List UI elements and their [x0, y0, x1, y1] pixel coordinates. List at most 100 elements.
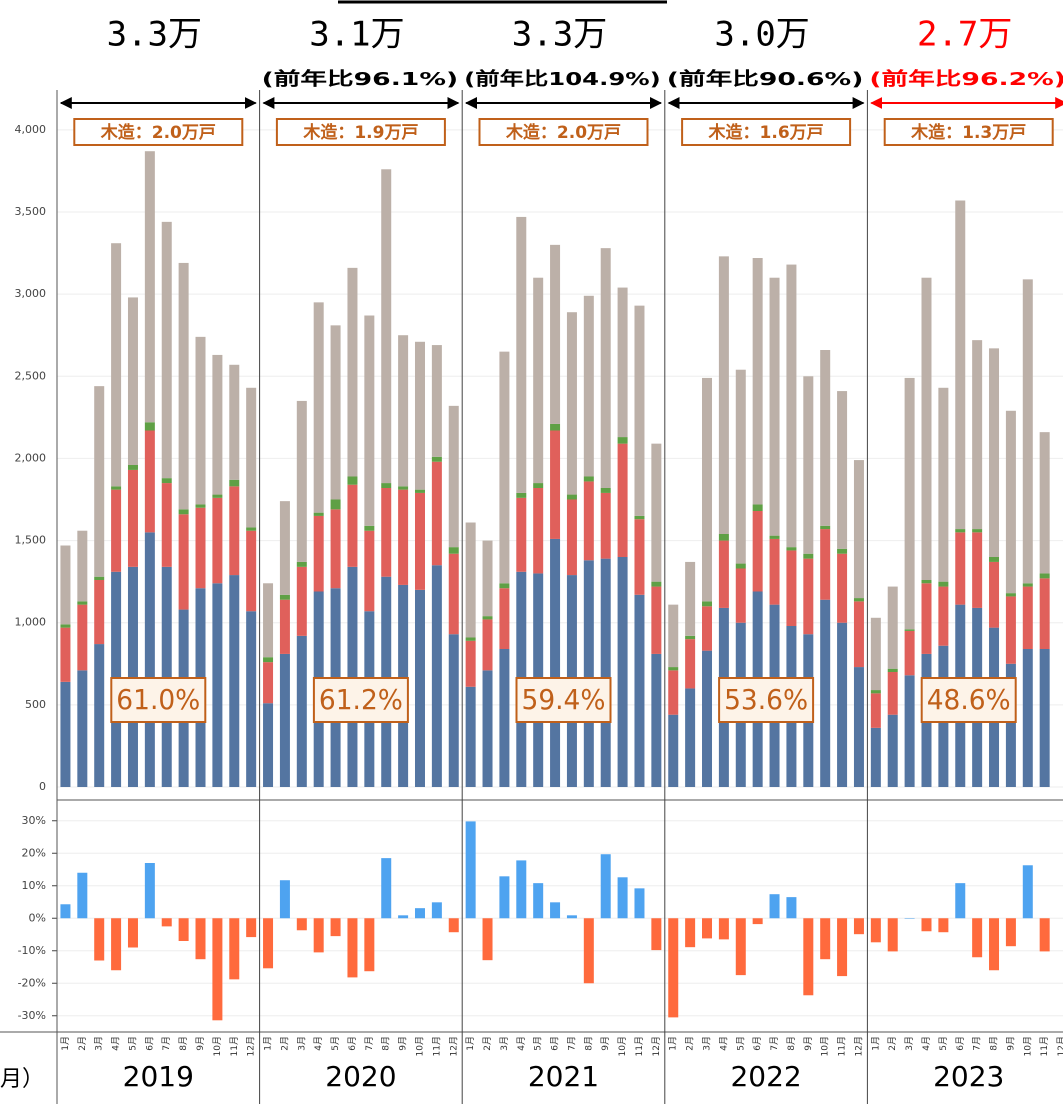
bar-segment	[1039, 578, 1050, 649]
bar-segment	[144, 430, 155, 533]
bar	[887, 918, 898, 952]
bar	[431, 902, 442, 919]
bar-segment	[550, 430, 561, 539]
bar	[330, 918, 341, 937]
x-tick-label: 8月	[583, 1036, 594, 1051]
bar-segment	[431, 565, 442, 787]
bar-segment	[938, 387, 949, 582]
bar-segment	[111, 486, 122, 490]
year-label: 2022	[730, 1060, 801, 1093]
bar-segment	[853, 460, 864, 599]
bar-segment	[989, 557, 1000, 562]
bar	[583, 918, 594, 984]
x-tick-label: 4月	[111, 1036, 122, 1051]
y-tick-label: 0%	[29, 911, 46, 924]
x-tick-label: 6月	[752, 1036, 763, 1051]
x-tick-label: 10月	[617, 1036, 628, 1056]
bar-segment	[364, 315, 375, 526]
bar-segment	[347, 476, 358, 485]
bar	[1022, 865, 1033, 919]
bar-segment	[820, 529, 831, 600]
y-tick-label: 20%	[22, 846, 46, 859]
bar-segment	[600, 248, 611, 488]
bar-segment	[398, 486, 409, 490]
bar-segment	[685, 639, 696, 689]
bar-segment	[702, 601, 713, 607]
bar-segment	[870, 617, 881, 691]
bar-segment	[853, 601, 864, 668]
bar	[1039, 918, 1050, 952]
bar-segment	[111, 489, 122, 572]
y-tick-label: 30%	[22, 814, 46, 827]
bar-segment	[904, 629, 915, 631]
bar-segment	[685, 635, 696, 640]
bar-segment	[837, 622, 848, 787]
x-tick-label: 7月	[769, 1036, 780, 1051]
x-tick-label: 4月	[718, 1036, 729, 1051]
bar-segment	[1022, 586, 1033, 649]
bar-segment	[77, 670, 88, 787]
year-label: 2021	[528, 1060, 599, 1093]
bar	[566, 915, 577, 919]
bar-segment	[702, 650, 713, 787]
yoy-label: (前年比96.1%)	[262, 68, 459, 90]
bar-segment	[955, 532, 966, 605]
bar-segment	[347, 566, 358, 787]
wood-label: 木造：1.6万戸	[708, 122, 824, 143]
bar-segment	[718, 534, 729, 541]
bar-segment	[600, 492, 611, 559]
bar	[178, 918, 189, 941]
bar-segment	[161, 221, 172, 479]
bar-segment	[904, 630, 915, 676]
wood-box	[681, 118, 852, 146]
bar	[600, 854, 611, 919]
bar-segment	[499, 588, 510, 649]
y-tick-label: 10%	[22, 879, 46, 892]
bar	[803, 918, 814, 996]
x-tick-label: 9月	[1005, 1036, 1016, 1051]
bar-segment	[279, 501, 290, 595]
bar-segment	[786, 264, 797, 548]
bar	[212, 918, 223, 1021]
bar-segment	[195, 504, 206, 508]
bar-segment	[482, 616, 493, 620]
bar-segment	[144, 532, 155, 787]
bar	[820, 918, 831, 960]
bar	[735, 918, 746, 976]
bar-segment	[921, 580, 932, 584]
bar-segment	[212, 354, 223, 495]
x-tick-label: 12月	[448, 1036, 459, 1056]
x-tick-label: 4月	[313, 1036, 324, 1051]
bar-segment	[263, 703, 274, 787]
x-tick-label: 2月	[77, 1036, 88, 1051]
bar-segment	[752, 258, 763, 505]
bar-segment	[617, 287, 628, 438]
bar-segment	[246, 611, 257, 787]
bar	[195, 918, 206, 960]
x-tick-label: 7月	[972, 1036, 983, 1051]
x-tick-label: 1月	[465, 1036, 476, 1051]
bar-segment	[1005, 596, 1016, 664]
bar	[651, 918, 662, 951]
bar	[989, 918, 1000, 971]
bar-segment	[60, 624, 71, 628]
y-tick-label: 500	[25, 698, 46, 711]
wood-label: 木造：2.0万戸	[505, 122, 621, 143]
x-tick-label: 8月	[381, 1036, 392, 1051]
bar-segment	[718, 256, 729, 534]
yoy-label: (前年比104.9%)	[464, 68, 661, 90]
bar-segment	[583, 481, 594, 561]
bar	[904, 918, 915, 919]
bar-segment	[431, 345, 442, 457]
wood-share: 59.4%	[522, 683, 606, 716]
x-tick-label: 2月	[482, 1036, 493, 1051]
bar-segment	[296, 635, 307, 787]
year-label: 2019	[123, 1060, 194, 1093]
bar-segment	[702, 606, 713, 651]
bar-segment	[229, 364, 240, 480]
bar-segment	[448, 547, 459, 554]
bar-segment	[634, 515, 645, 520]
bar-segment	[482, 670, 493, 787]
x-tick-label: 8月	[178, 1036, 189, 1051]
bar-segment	[938, 581, 949, 587]
